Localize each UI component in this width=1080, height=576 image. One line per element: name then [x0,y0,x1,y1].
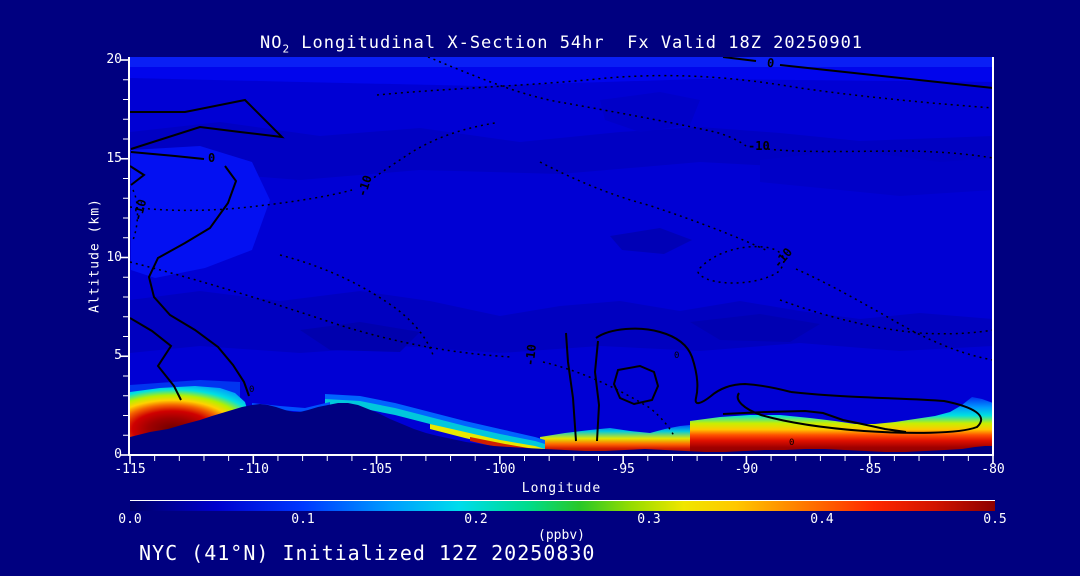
field-patch [690,314,820,342]
x-tick-label: -110 [237,462,269,477]
field-patch [760,150,993,196]
y-tick-label: 0 [114,447,122,462]
x-tick-label: -100 [484,462,516,477]
colorbar [130,500,995,511]
surface-plume-mid [540,424,700,453]
field-patch [610,228,692,254]
field-patch [300,322,420,352]
chart-title: NO2 Longitudinal X-Section 54hr Fx Valid… [259,33,864,56]
contour-label: 0 [766,55,775,71]
slope-strip-cyan [325,399,545,450]
field-patch [600,92,700,132]
y-tick-label: 5 [114,348,122,364]
x-axis-label: Longitude [521,481,602,496]
y-tick-label: 10 [106,249,122,265]
contour-label: 0 [789,438,795,448]
x-tick-label: -80 [981,462,1005,477]
x-tick-label: -115 [114,462,146,477]
no2-field [130,57,993,455]
field-base [130,57,993,455]
contour-label: -10 [522,343,539,367]
colorbar-tick-label: 0.2 [464,512,488,527]
colorbar-tick-label: 0.4 [810,512,834,527]
contour-label: 0 [674,351,680,361]
surface-plume-right [690,397,993,453]
x-tick-label: -85 [857,462,882,477]
y-tick-label: 20 [106,52,122,67]
init-caption: NYC (41°N) Initialized 12Z 20250830 [139,541,596,565]
contour-solid-0 [130,57,993,442]
x-tick-label: -95 [611,462,635,477]
tick-marks [120,59,994,464]
contour-dashed-neg10 [130,57,993,437]
x-tick-label: -90 [734,462,759,477]
x-tick-label: -105 [360,462,393,477]
colorbar-tick-label: 0.1 [291,512,315,527]
colorbar-tick-label: 0.0 [118,512,142,527]
title-subscript: 2 [282,42,291,56]
colorbar-unit: (ppbv) [538,528,585,543]
colorbar-tick-label: 0.3 [637,512,661,527]
slope-strip-yellow [430,424,545,452]
contour-label: 0 [208,151,216,165]
terrain-silhouette [130,403,993,455]
contour-label: 0 [249,385,255,395]
contour-label: -10 [748,139,770,153]
axes [128,57,994,456]
field-band [130,67,993,86]
y-tick-label: 15 [106,150,122,166]
colorbar-tick-label: 0.5 [983,512,1007,527]
field-top-band [130,57,993,67]
